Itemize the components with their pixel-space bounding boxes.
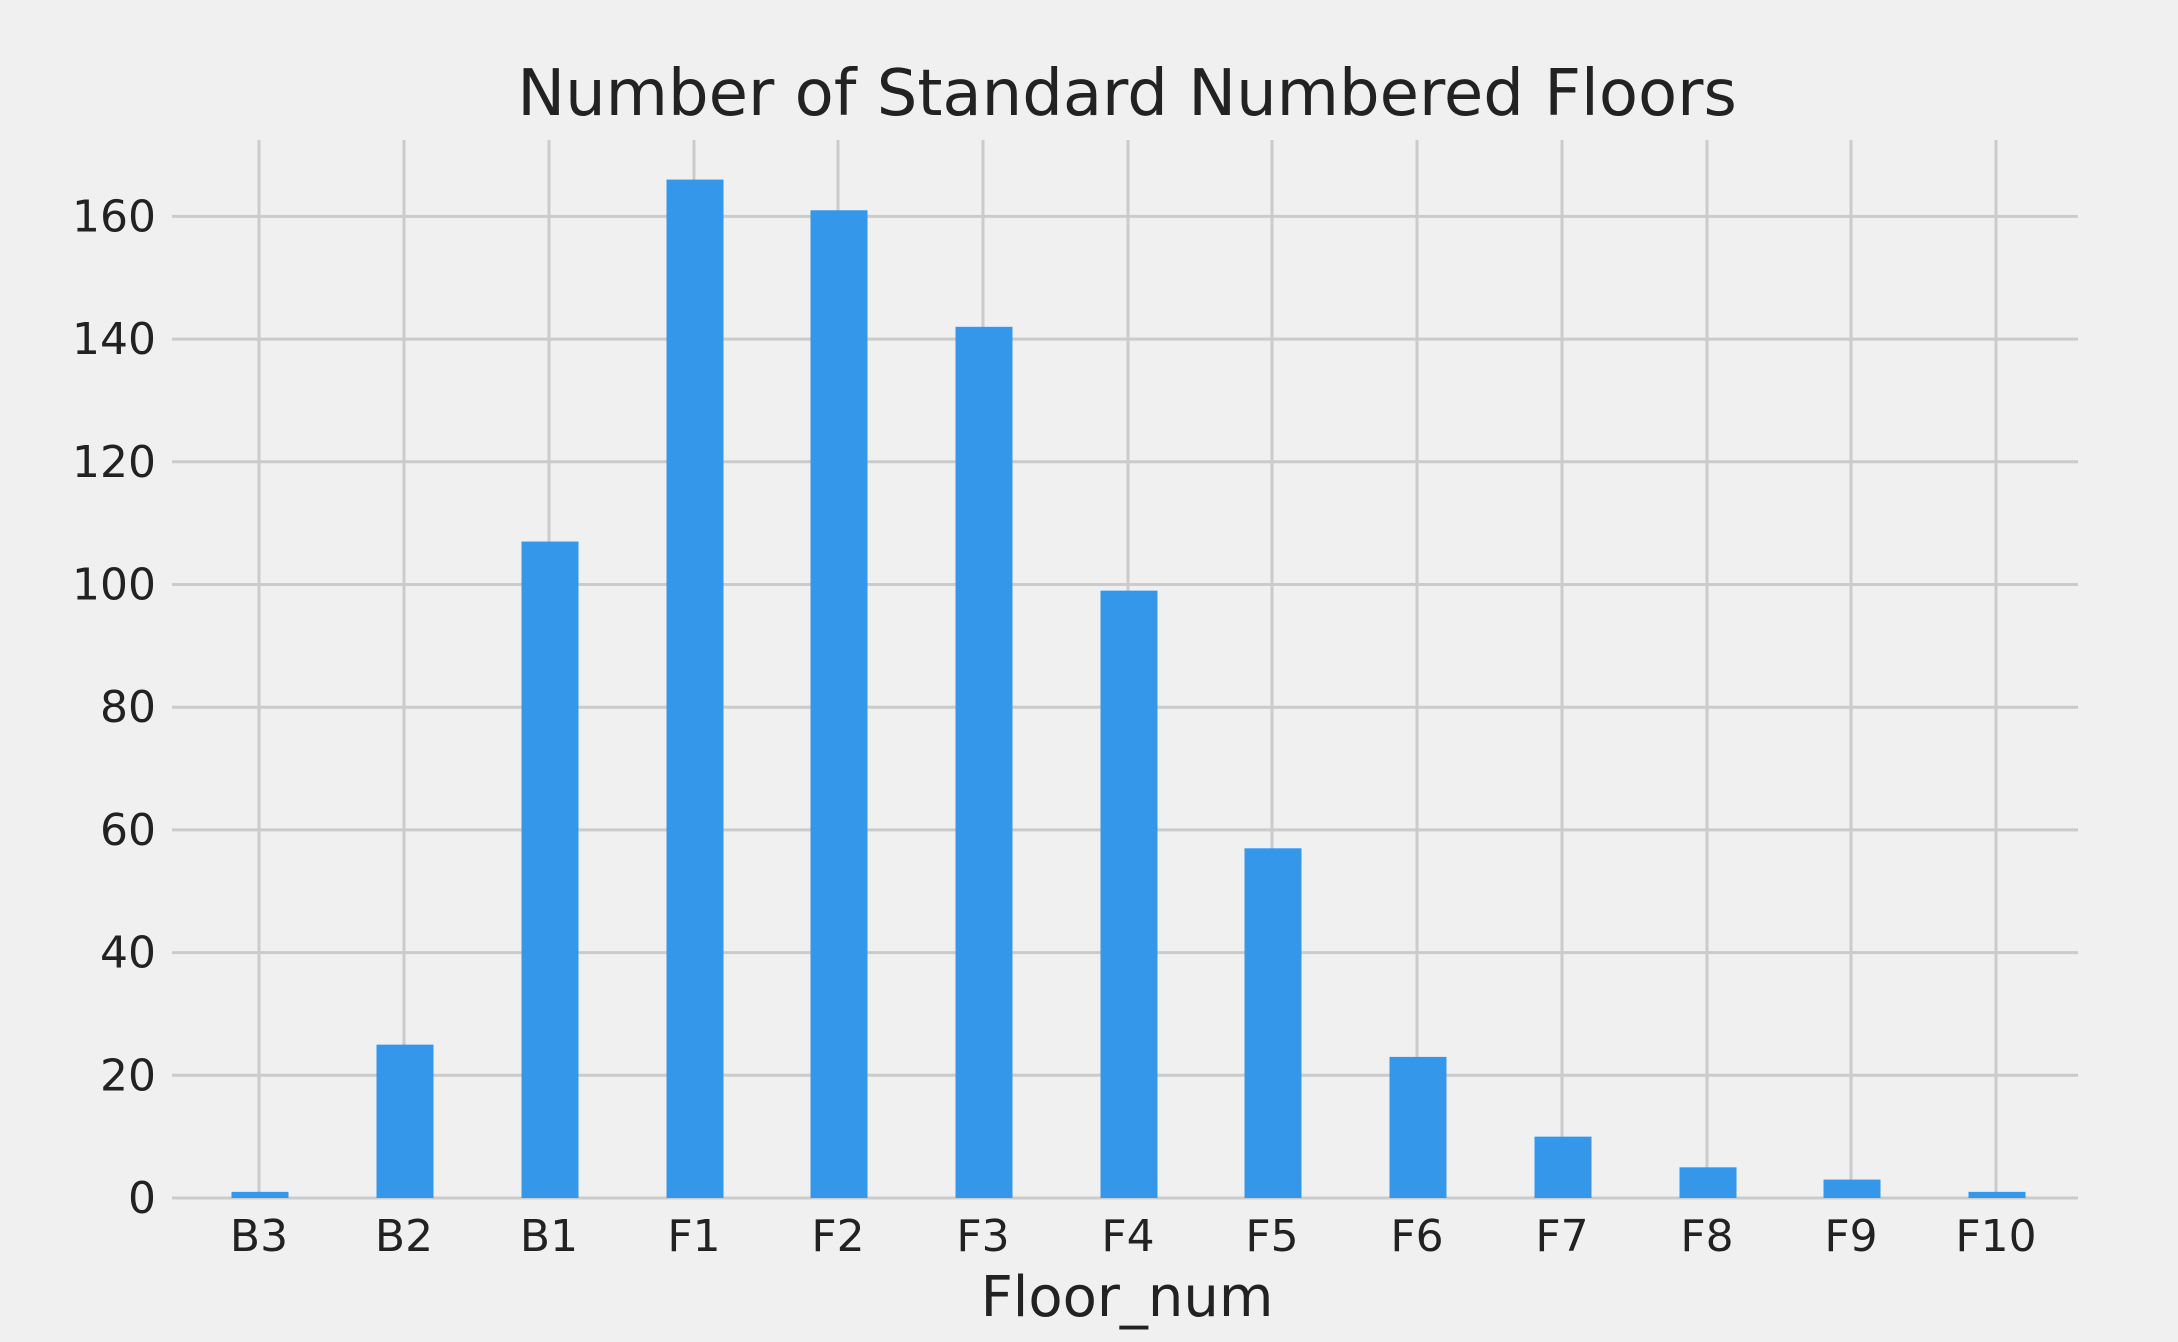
- y-tick-label-100: 100: [72, 560, 156, 611]
- y-tick-label-80: 80: [100, 682, 156, 733]
- bar-F1: [666, 179, 724, 1199]
- bar-B1: [521, 541, 579, 1198]
- x-tick-label-F4: F4: [1101, 1211, 1154, 1262]
- x-tick-label-F9: F9: [1824, 1211, 1877, 1262]
- bar-F8: [1679, 1167, 1737, 1198]
- bar-B3: [231, 1191, 289, 1198]
- x-tick-label-B2: B2: [375, 1211, 433, 1262]
- bar-F4: [1100, 590, 1158, 1198]
- chart-title: Number of Standard Numbered Floors: [517, 57, 1737, 131]
- x-tick-label-F2: F2: [811, 1211, 864, 1262]
- y-tick-label-20: 20: [100, 1050, 156, 1101]
- y-tick-label-120: 120: [72, 437, 156, 488]
- y-tick-label-40: 40: [100, 928, 156, 979]
- x-tick-label-B1: B1: [520, 1211, 578, 1262]
- x-tick-label-F8: F8: [1680, 1211, 1733, 1262]
- x-tick-label-F6: F6: [1390, 1211, 1443, 1262]
- bar-B2: [376, 1044, 434, 1198]
- y-tick-label-0: 0: [128, 1173, 156, 1224]
- x-axis-label: Floor_num: [981, 1265, 1274, 1330]
- bar-F6: [1389, 1056, 1447, 1198]
- x-tick-label-B3: B3: [230, 1211, 288, 1262]
- bar-F5: [1244, 848, 1302, 1198]
- bar-F10: [1968, 1191, 2026, 1198]
- y-tick-label-160: 160: [72, 191, 156, 242]
- x-tick-labels: B3 B2 B1 F1 F2 F3 F4 F5 F6 F7 F8 F9 F10: [230, 1211, 2037, 1262]
- bar-F7: [1534, 1136, 1592, 1198]
- y-tick-labels: 0 20 40 60 80 100 120 140 160: [72, 191, 156, 1224]
- bar-F3: [955, 326, 1013, 1199]
- x-tick-label-F5: F5: [1245, 1211, 1298, 1262]
- bars: [231, 179, 2026, 1199]
- x-tick-label-F7: F7: [1535, 1211, 1588, 1262]
- x-tick-label-F3: F3: [956, 1211, 1009, 1262]
- y-tick-label-140: 140: [72, 314, 156, 365]
- bar-F9: [1823, 1179, 1881, 1198]
- y-tick-label-60: 60: [100, 805, 156, 856]
- bar-F2: [810, 210, 868, 1198]
- x-tick-label-F10: F10: [1955, 1211, 2036, 1262]
- x-tick-label-F1: F1: [667, 1211, 720, 1262]
